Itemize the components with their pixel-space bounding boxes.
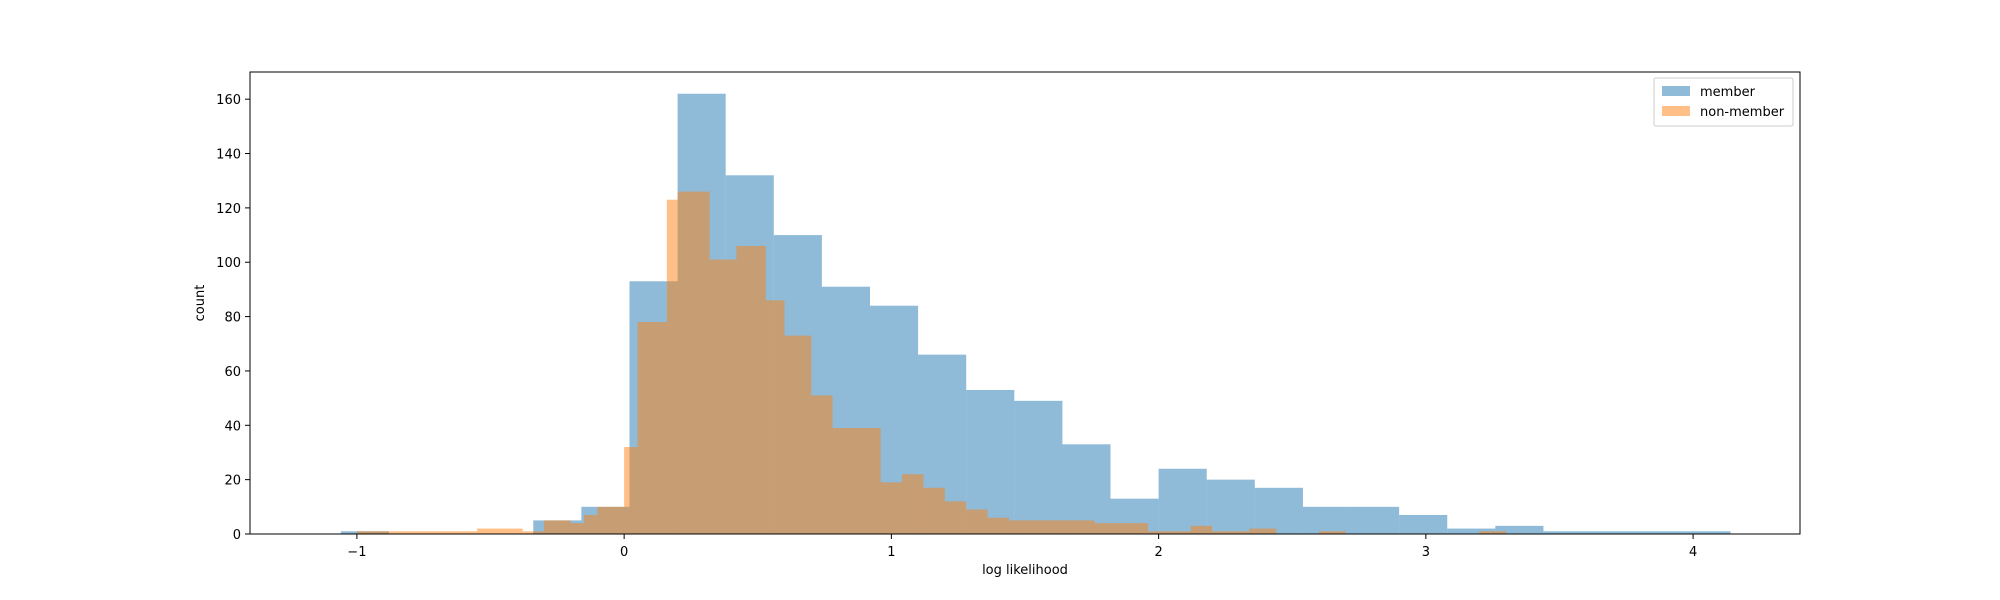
bar-member-15 (1062, 444, 1111, 534)
bars-group (340, 93, 1731, 535)
bar-non-member-8 (624, 447, 638, 534)
x-tick-label: 3 (1422, 545, 1430, 560)
bar-non-member-29 (1212, 531, 1250, 534)
bar-non-member-13 (736, 245, 766, 534)
y-axis-label: count (193, 285, 208, 322)
y-tick-label: 0 (233, 528, 241, 543)
y-tick-label: 20 (224, 474, 241, 489)
x-tick-label: 4 (1689, 545, 1697, 560)
bar-non-member-23 (987, 517, 1009, 534)
bar-member-17 (1158, 468, 1207, 534)
bar-non-member-6 (584, 514, 598, 534)
legend-label-non-member: non-member (1700, 105, 1785, 120)
bar-non-member-22 (966, 509, 988, 534)
bar-non-member-9 (637, 322, 667, 534)
y-tick-label: 120 (216, 202, 241, 217)
legend-swatch-non-member (1662, 106, 1690, 116)
y-tick-label: 140 (216, 148, 241, 163)
bar-member-27 (1639, 531, 1688, 534)
bar-non-member-34 (1479, 531, 1507, 534)
legend-swatch-member (1662, 86, 1690, 96)
x-tick-label: 2 (1154, 545, 1162, 560)
bar-non-member-26 (1094, 523, 1148, 534)
bar-member-25 (1543, 531, 1592, 534)
bar-non-member-19 (902, 474, 924, 534)
bar-member-18 (1206, 479, 1255, 534)
bar-non-member-0 (356, 531, 405, 534)
bar-member-28 (1687, 531, 1731, 534)
bar-non-member-7 (597, 506, 625, 534)
legend-label-member: member (1700, 85, 1756, 100)
bar-non-member-20 (923, 487, 945, 534)
bar-non-member-21 (944, 501, 967, 534)
bar-non-member-30 (1249, 528, 1277, 534)
bar-non-member-25 (1030, 520, 1095, 534)
bar-non-member-27 (1147, 531, 1191, 534)
bar-non-member-28 (1190, 525, 1213, 534)
bar-non-member-24 (1008, 520, 1031, 534)
plot-frame (249, 71, 1801, 535)
x-axis-label: log likelihood (982, 563, 1068, 578)
bar-member-20 (1302, 506, 1352, 534)
bar-non-member-1 (405, 531, 478, 534)
y-tick-label: 60 (224, 365, 241, 380)
y-tick-label: 40 (224, 419, 241, 434)
y-tick-label: 160 (216, 93, 241, 108)
bar-non-member-10 (666, 199, 678, 534)
bar-non-member-32 (1318, 531, 1346, 534)
bar-non-member-3 (522, 531, 544, 534)
bar-non-member-11 (677, 191, 710, 534)
bar-non-member-15 (784, 335, 812, 534)
bar-non-member-18 (880, 482, 903, 534)
bar-non-member-2 (477, 528, 523, 534)
bar-non-member-16 (811, 395, 833, 534)
x-tick-label: −1 (347, 545, 366, 560)
legend: member non-member (1653, 77, 1794, 127)
bar-member-14 (1014, 400, 1063, 534)
x-tick-label: 0 (620, 545, 628, 560)
bar-member-22 (1399, 514, 1448, 534)
bar-member-19 (1254, 487, 1303, 534)
y-tick-label: 100 (216, 256, 241, 271)
bar-member-24 (1495, 525, 1544, 534)
bar-non-member-12 (709, 259, 737, 534)
x-axis-ticks: −1 0 1 2 3 4 (347, 534, 1697, 560)
y-tick-label: 80 (224, 311, 241, 326)
bar-member-26 (1591, 531, 1640, 534)
bar-member-23 (1447, 528, 1496, 534)
y-axis-ticks: 0 20 40 60 80 100 120 140 160 (216, 93, 250, 543)
x-tick-label: 1 (887, 545, 895, 560)
bar-non-member-17 (832, 428, 881, 534)
bar-non-member-14 (765, 300, 785, 534)
bar-non-member-4 (543, 520, 571, 534)
bar-non-member-5 (570, 523, 585, 534)
bar-member-21 (1351, 506, 1400, 534)
